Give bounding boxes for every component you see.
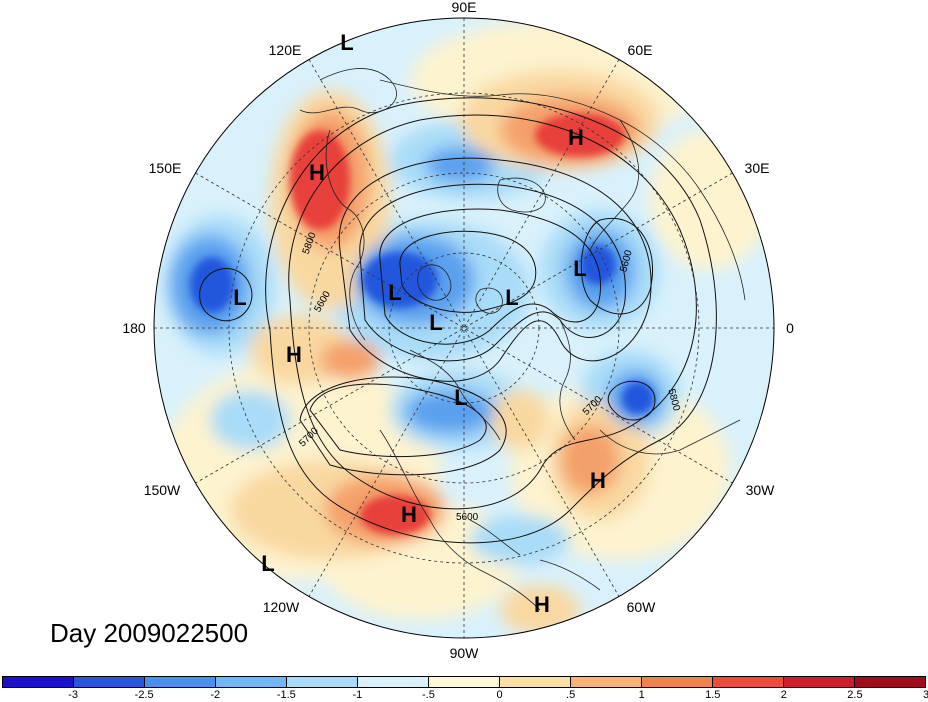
colorbar-swatch xyxy=(429,677,500,687)
pressure-low-label: L xyxy=(454,385,467,410)
pressure-low-label: L xyxy=(233,285,246,310)
colorbar-tick-label: 1.5 xyxy=(705,689,721,701)
lon-label-90w: 90W xyxy=(450,645,480,661)
colorbar-swatch xyxy=(287,677,358,687)
pressure-low-label: L xyxy=(340,30,353,55)
pressure-low-label: L xyxy=(505,285,518,310)
colorbar-tick-labels: -3 -2.5 -2 -1.5 -1 -.5 0 .5 1 1.5 2 2.5 3 xyxy=(0,689,928,702)
map-boundary xyxy=(153,17,775,639)
colorbar-tick-label: 2.5 xyxy=(847,689,863,701)
lon-label-150w: 150W xyxy=(144,482,181,498)
pressure-low-label: L xyxy=(429,310,442,335)
pressure-high-label: H xyxy=(590,468,606,493)
colorbar-tick-label: -3 xyxy=(68,689,78,701)
lon-label-0: 0 xyxy=(786,320,794,336)
lon-label-180: 180 xyxy=(122,320,146,336)
colorbar-swatch xyxy=(642,677,713,687)
colorbar-swatch xyxy=(3,677,74,687)
colorbar-tick-label: -.5 xyxy=(422,689,435,701)
pressure-high-label: H xyxy=(534,592,550,617)
pressure-low-label: L xyxy=(573,256,586,281)
colorbar-tick-label: -1.5 xyxy=(276,689,296,701)
pressure-low-label: L xyxy=(261,551,274,576)
longitude-labels: 90E 120E 60E 150E 30E 180 0 150W 30W 120… xyxy=(122,0,794,661)
colorbar-tick-label: .5 xyxy=(566,689,576,701)
lon-label-30w: 30W xyxy=(746,482,776,498)
colorbar-tick-label: -1 xyxy=(352,689,363,701)
pressure-high-label: H xyxy=(286,342,302,367)
colorbar-tick-label: 1 xyxy=(638,689,645,701)
lon-label-150e: 150E xyxy=(149,160,182,176)
lon-label-120w: 120W xyxy=(263,599,300,615)
colorbar-swatch xyxy=(358,677,429,687)
colorbar-swatch xyxy=(145,677,216,687)
colorbar-tick-label: 2 xyxy=(780,689,787,701)
map-title: Day 2009022500 xyxy=(50,618,249,648)
colorbar-tick-label: 0 xyxy=(496,689,503,701)
colorbar xyxy=(2,676,926,688)
polar-stereographic-map: 90E 120E 60E 150E 30E 180 0 150W 30W 120… xyxy=(122,0,794,661)
lon-label-60w: 60W xyxy=(627,599,657,615)
coastlines xyxy=(299,68,746,611)
pressure-high-label: H xyxy=(401,502,417,527)
graticule xyxy=(154,18,774,638)
colorbar-swatch xyxy=(855,677,925,687)
colorbar-tick-label: 3 xyxy=(922,689,928,701)
colorbar-swatch xyxy=(74,677,145,687)
pressure-center-labels: L H H L L L L L H L H H L H xyxy=(233,30,606,617)
colorbar-tick-label: -2.5 xyxy=(134,689,154,701)
colorbar-swatch xyxy=(500,677,571,687)
pressure-high-label: H xyxy=(309,160,325,185)
colorbar-tick-label: -2 xyxy=(210,689,221,701)
lon-label-30e: 30E xyxy=(745,160,770,176)
lon-label-60e: 60E xyxy=(628,42,653,58)
lon-label-120e: 120E xyxy=(269,42,302,58)
colorbar-swatch xyxy=(571,677,642,687)
colorbar-swatch xyxy=(216,677,287,687)
colorbar-swatch xyxy=(713,677,784,687)
lon-label-90e: 90E xyxy=(452,0,477,15)
contour-label: 5600 xyxy=(456,512,479,523)
pressure-low-label: L xyxy=(388,280,401,305)
colorbar-swatch xyxy=(784,677,855,687)
pressure-high-label: H xyxy=(568,125,584,150)
